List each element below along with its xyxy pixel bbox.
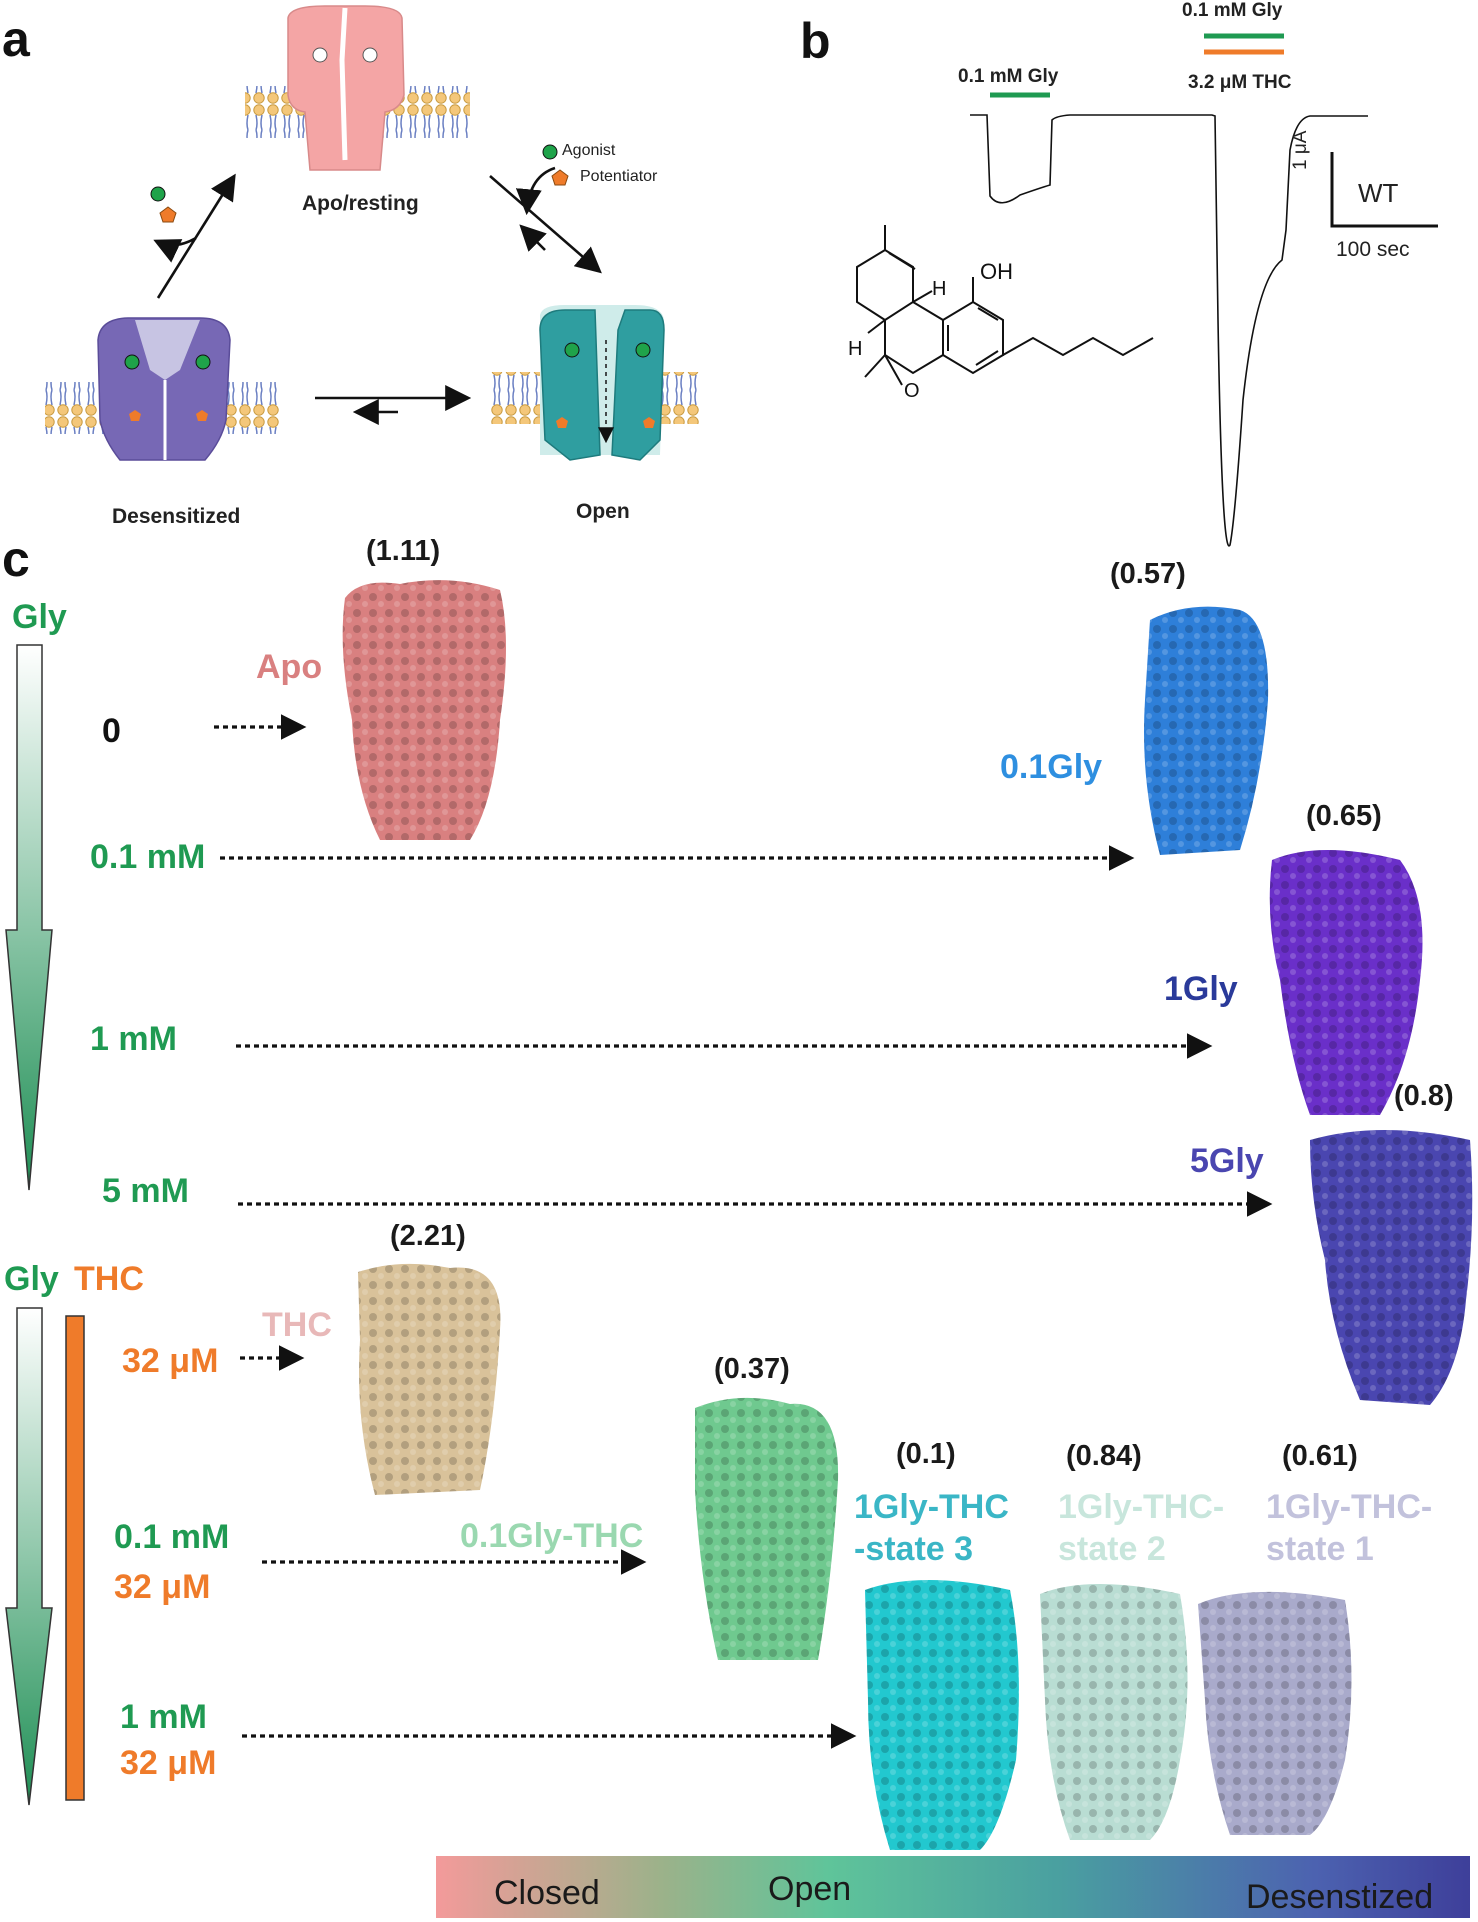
apo-state-label: Apo/resting — [302, 192, 419, 215]
pulse2-label-gly: 0.1 mM Gly — [1182, 0, 1283, 21]
state-colorbar — [436, 1856, 1470, 1918]
agonist-icon — [150, 186, 166, 202]
potentiator-legend-label: Potentiator — [580, 168, 658, 185]
row-gly-1: 1 mM — [90, 1020, 177, 1058]
potentiator-legend-icon — [551, 169, 569, 186]
label-state-1-line1: 1Gly-THC- — [1266, 1488, 1433, 1526]
row-gly-0: 0 — [102, 712, 121, 750]
map-5gly — [1310, 1130, 1473, 1405]
gly-thc-header-thc: THC — [74, 1260, 144, 1298]
gly-thc-header-gly: Gly — [4, 1260, 59, 1298]
h-label-1: H — [932, 278, 946, 300]
desensitized-state-label: Desensitized — [112, 505, 241, 528]
row-gly-5: 5 mM — [102, 1172, 189, 1210]
pulse2-label-thc: 3.2 μM THC — [1188, 72, 1292, 93]
o-label: O — [904, 380, 920, 402]
desensitized-state-channel — [45, 317, 280, 461]
label-state-2-line1: 1Gly-THC- — [1058, 1488, 1225, 1526]
oh-label: OH — [980, 259, 1013, 284]
agonist-legend-icon — [542, 144, 558, 160]
ratio-1gly: (0.65) — [1306, 800, 1382, 832]
ratio-5gly: (0.8) — [1394, 1080, 1454, 1112]
map-0-1gly-thc — [695, 1397, 839, 1660]
map-state-3 — [865, 1580, 1019, 1850]
colorbar-closed-label: Closed — [494, 1874, 600, 1912]
map-thc — [358, 1263, 501, 1495]
current-trace — [970, 114, 1368, 547]
label-thc: THC — [262, 1306, 332, 1344]
label-0-1gly-thc: 0.1Gly-THC — [460, 1517, 644, 1555]
label-state-3-line2: -state 3 — [854, 1530, 974, 1568]
row2-gly: 0.1 mM — [114, 1518, 230, 1556]
label-apo: Apo — [256, 648, 323, 686]
label-5gly: 5Gly — [1190, 1142, 1264, 1180]
label-state-2-line2: state 2 — [1058, 1530, 1166, 1568]
ratio-thc: (2.21) — [390, 1220, 466, 1252]
potentiator-icon — [159, 206, 177, 223]
label-state-1-line2: state 1 — [1266, 1530, 1374, 1568]
construct-label: WT — [1358, 178, 1399, 208]
label-0-1gly: 0.1Gly — [1000, 748, 1103, 786]
ratio-state-2: (0.84) — [1066, 1440, 1142, 1472]
panel-a-diagram — [45, 5, 700, 461]
pulse1-label: 0.1 mM Gly — [958, 66, 1059, 87]
ratio-apo: (1.11) — [366, 535, 441, 567]
gly-gradient-arrow — [5, 644, 53, 1191]
map-apo — [342, 580, 506, 840]
row3-gly: 1 mM — [120, 1698, 207, 1736]
ratio-0-1gly-thc: (0.37) — [714, 1353, 790, 1385]
colorbar-desensitized-label: Desenstized — [1246, 1878, 1434, 1916]
agonist-legend-label: Agonist — [562, 142, 616, 159]
gly-header: Gly — [12, 598, 67, 636]
thc-bar — [65, 1315, 85, 1801]
map-1gly — [1269, 850, 1423, 1115]
concentration-arrows — [5, 644, 85, 1806]
panel-a-letter: a — [2, 11, 30, 67]
ratio-0-1gly: (0.57) — [1110, 558, 1186, 590]
map-state-2 — [1040, 1584, 1188, 1840]
panel-c-letter: c — [2, 531, 30, 587]
open-state-label: Open — [576, 500, 630, 523]
label-1gly: 1Gly — [1164, 970, 1238, 1008]
colorbar-open-label: Open — [768, 1870, 852, 1908]
apo-state-channel — [245, 5, 470, 171]
state-transition-arrows — [153, 166, 602, 425]
scale-time-label: 100 sec — [1336, 238, 1410, 261]
electrophysiology-trace — [970, 33, 1438, 547]
map-0-1gly — [1144, 606, 1269, 855]
scale-bar — [1330, 152, 1438, 228]
label-state-3-line1: 1Gly-THC — [854, 1488, 1009, 1526]
ratio-state-1: (0.61) — [1282, 1440, 1358, 1472]
row-gly-01: 0.1 mM — [90, 838, 206, 876]
row2-thc: 32 μM — [114, 1568, 211, 1606]
map-state-1 — [1198, 1591, 1352, 1835]
row3-thc: 32 μM — [120, 1744, 217, 1782]
thc-structure: OH H H O — [848, 225, 1154, 402]
row-thc-only: 32 μM — [122, 1342, 219, 1380]
open-state-channel — [490, 305, 700, 461]
panel-b-letter: b — [800, 13, 831, 69]
h-label-2: H — [848, 338, 862, 360]
gly-thc-gradient-arrow — [5, 1307, 53, 1806]
ratio-state-3: (0.1) — [896, 1438, 956, 1470]
